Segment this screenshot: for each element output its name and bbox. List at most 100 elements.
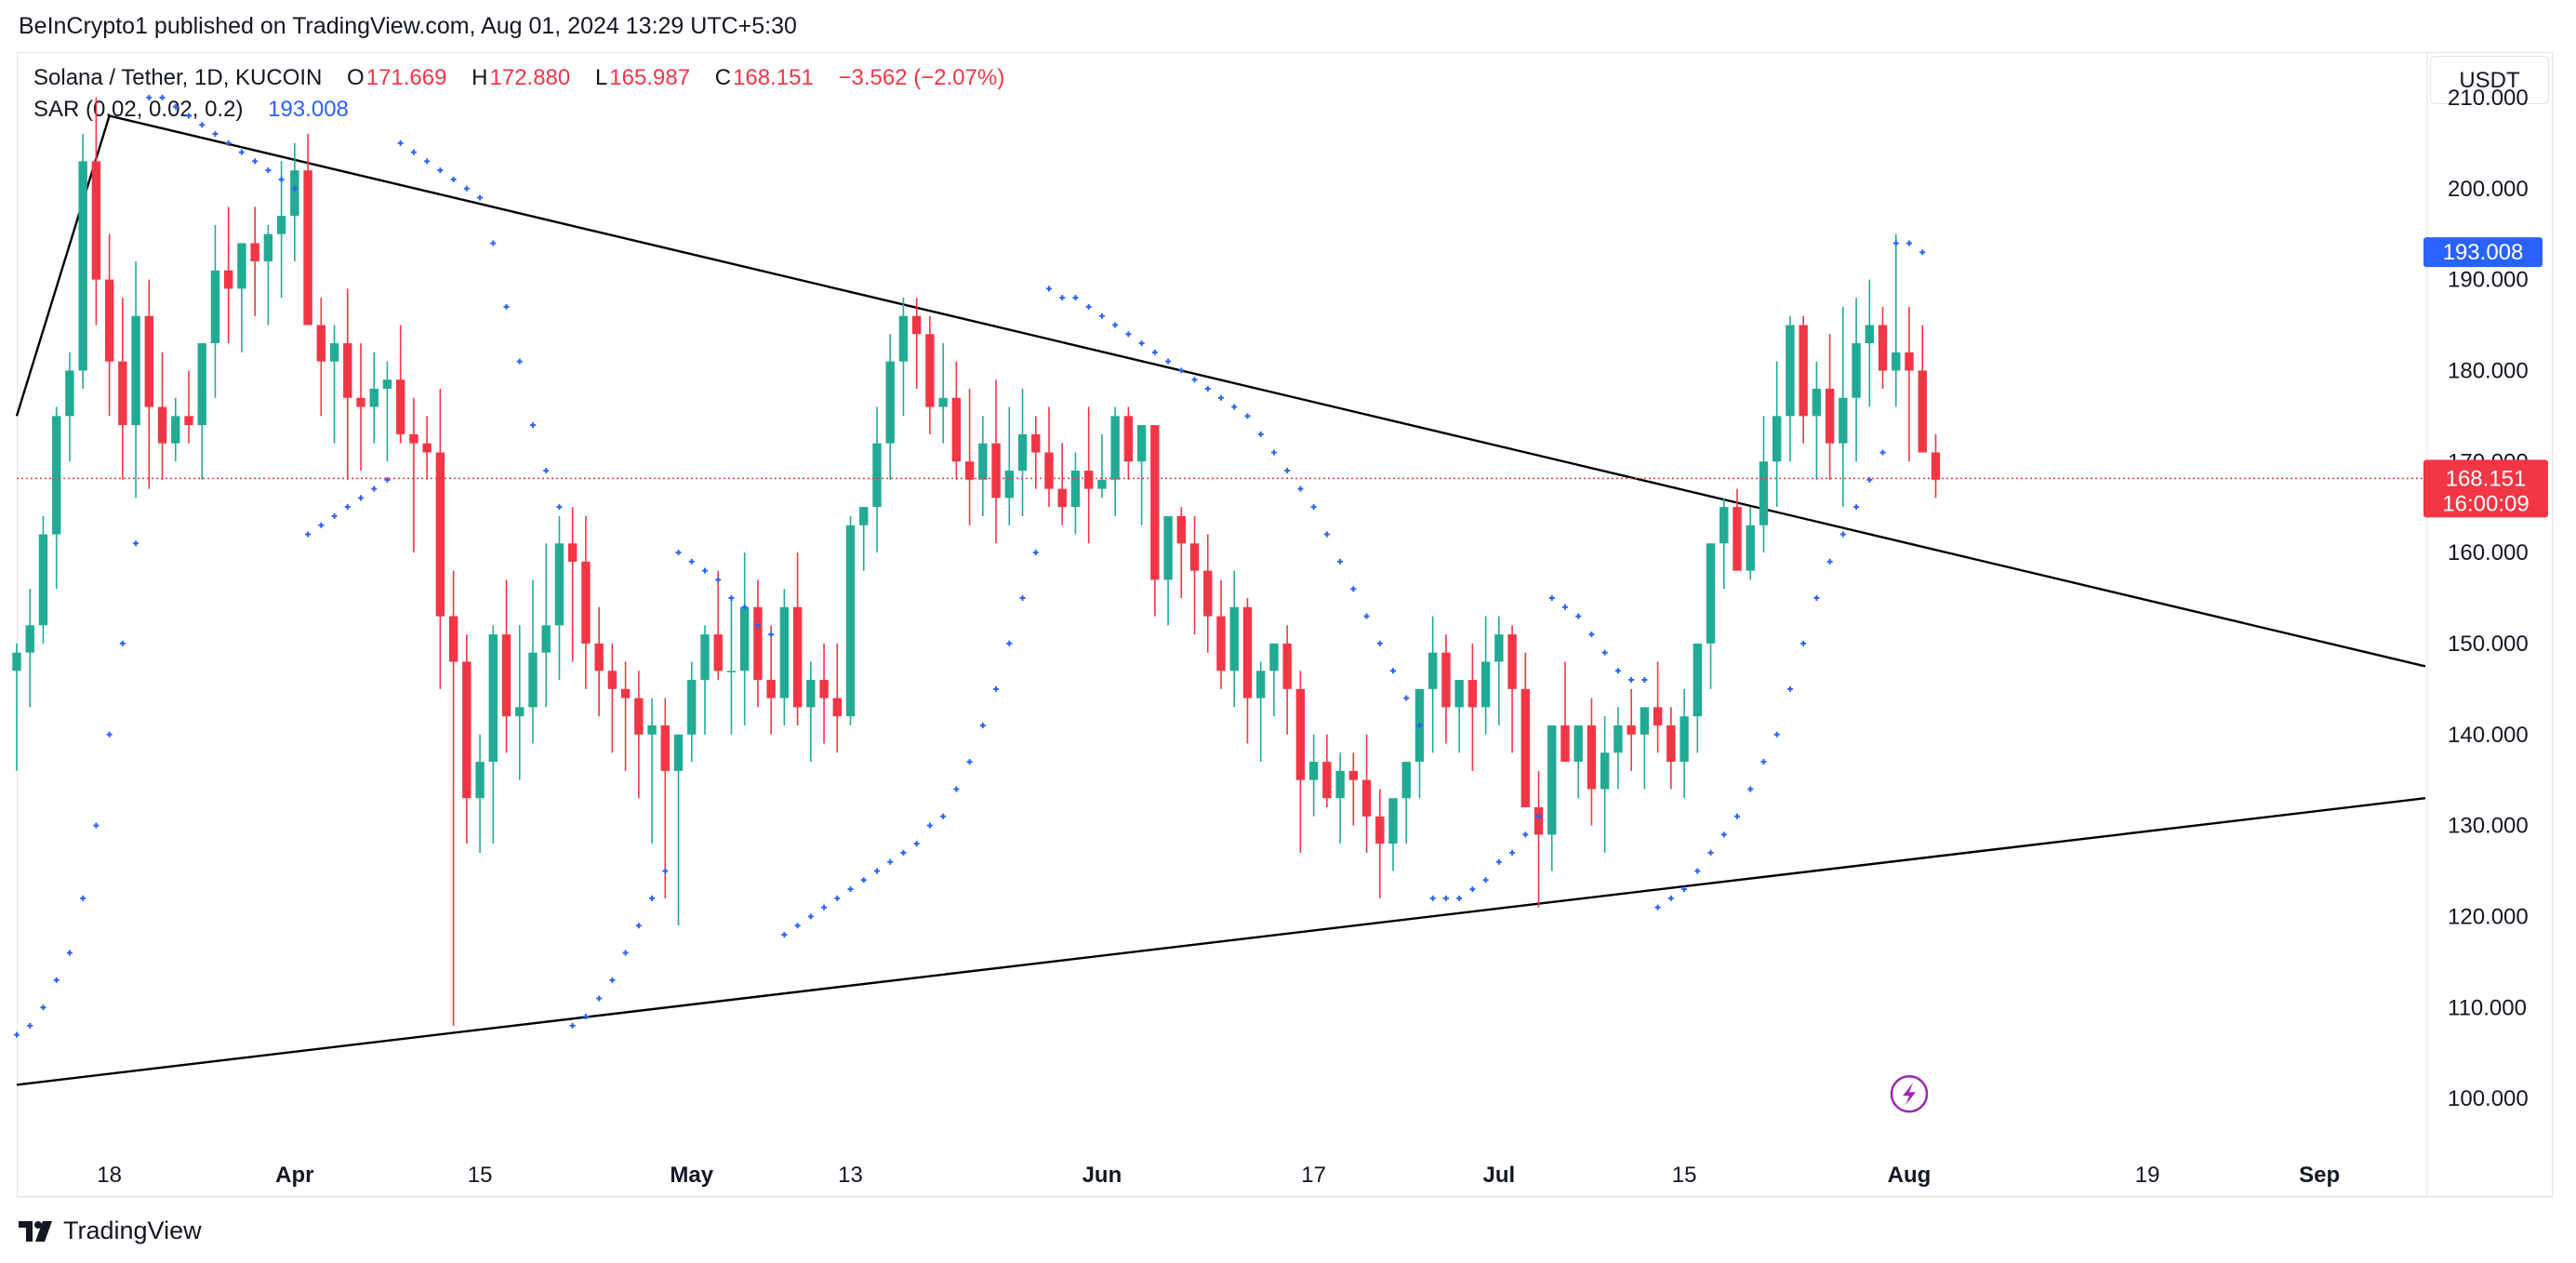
candle-body	[991, 443, 1001, 499]
sar-dot	[1747, 786, 1754, 792]
candle	[779, 589, 790, 725]
sar-dot	[1178, 367, 1185, 374]
candle	[872, 406, 882, 553]
sar-dot	[940, 813, 947, 819]
candle-body	[1772, 416, 1782, 462]
sar-dot	[635, 923, 642, 929]
candle-body	[1494, 634, 1504, 662]
candle-body	[1799, 325, 1808, 417]
candle	[554, 515, 564, 681]
candle	[263, 224, 273, 326]
sar-dot	[1495, 858, 1502, 865]
sar-dot	[1522, 831, 1529, 838]
candle-body	[1720, 507, 1729, 544]
sar-dot	[1919, 249, 1926, 256]
sar-dot	[1535, 813, 1542, 819]
candle-body	[726, 671, 737, 672]
high-value: 172.880	[489, 65, 571, 90]
candle-body	[1680, 716, 1689, 763]
sar-dot	[728, 595, 735, 601]
candle-body	[647, 725, 657, 735]
indicator-legend[interactable]: SAR (0.02, 0.02, 0.2) 193.008	[33, 97, 351, 123]
candle	[1255, 661, 1266, 763]
candle	[1414, 688, 1425, 799]
candle	[687, 661, 697, 763]
sar-dot	[225, 140, 232, 146]
candle	[1308, 734, 1319, 817]
candle	[462, 634, 471, 844]
candle-body	[978, 443, 988, 480]
sar-dot	[1588, 632, 1595, 638]
sar-dot	[1363, 613, 1370, 619]
x-tick-label: Aug	[1888, 1163, 1932, 1188]
sar-dot	[146, 94, 153, 100]
sar-dot	[66, 950, 73, 956]
sar-dot	[1403, 695, 1410, 701]
candle-body	[1931, 452, 1941, 480]
x-tick-label: 15	[1672, 1163, 1697, 1188]
currency-button[interactable]: USDT	[2430, 56, 2549, 104]
candle-body	[700, 634, 710, 681]
candle-body	[1560, 725, 1570, 763]
y-tick-label: 110.000	[2448, 995, 2527, 1020]
sar-dot	[966, 759, 973, 765]
sar-dot	[953, 786, 960, 792]
candle	[1560, 661, 1570, 763]
candle-body	[1269, 643, 1279, 671]
candle-body	[1375, 816, 1385, 844]
candle	[1693, 643, 1703, 753]
tradingview-logo[interactable]: TradingView	[19, 1216, 202, 1245]
candle	[859, 507, 869, 571]
candle-body	[951, 397, 962, 462]
sar-dot	[265, 167, 272, 174]
candle-body	[12, 652, 21, 671]
candle-body	[462, 661, 471, 799]
candle	[356, 343, 365, 472]
candle	[1825, 334, 1835, 480]
candle-body	[422, 443, 432, 453]
open-value: 171.669	[365, 65, 447, 90]
sar-dot	[715, 577, 722, 583]
sar-dot	[410, 149, 417, 155]
sar-dot	[1456, 895, 1463, 901]
candle-body	[819, 680, 829, 698]
candle-body	[528, 652, 538, 708]
candle	[382, 361, 392, 462]
candle-body	[845, 525, 856, 717]
sar-dot	[397, 140, 404, 146]
sar-dot	[1297, 485, 1304, 492]
candle-body	[753, 606, 763, 681]
candle	[1905, 306, 1914, 462]
candle-body	[184, 416, 193, 426]
y-tick-label: 120.000	[2448, 904, 2529, 929]
candle-body	[1401, 762, 1411, 799]
candle-body	[806, 680, 816, 708]
sar-dot	[1244, 413, 1251, 419]
candle-body	[1746, 525, 1755, 571]
sar-dot	[1191, 377, 1198, 383]
candle-body	[1150, 425, 1160, 580]
candle	[1759, 416, 1769, 553]
candle	[369, 352, 378, 444]
sar-dot	[1376, 640, 1383, 646]
sar-dot	[1072, 295, 1079, 301]
sar-dot	[688, 558, 695, 565]
candle	[634, 671, 644, 799]
sar-dot	[1906, 240, 1912, 246]
sar-dot	[569, 1022, 576, 1029]
candle	[1587, 698, 1597, 826]
candle-body	[687, 680, 697, 735]
candle	[329, 325, 339, 444]
candle-body	[356, 397, 365, 407]
candle-body	[382, 379, 392, 389]
sar-dot	[1681, 886, 1688, 893]
sar-dot	[1125, 331, 1132, 338]
candle	[978, 416, 988, 516]
candle	[171, 397, 180, 462]
candle	[1534, 770, 1544, 908]
candle-body	[1427, 652, 1438, 689]
sar-dot	[1667, 895, 1674, 901]
candle-body	[1786, 325, 1795, 417]
x-tick-label: 13	[838, 1163, 863, 1188]
